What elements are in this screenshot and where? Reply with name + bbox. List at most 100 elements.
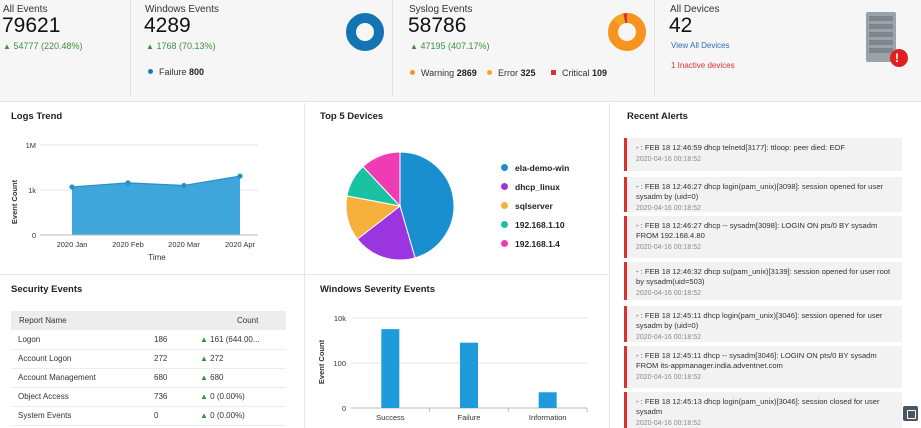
security-events-title: Security Events: [11, 284, 83, 295]
pie-slice: [362, 151, 401, 208]
all-events-change-text: 54777 (220.48%): [13, 41, 83, 51]
legend-value: 325: [520, 68, 536, 78]
legend-dot-icon: [501, 202, 508, 209]
all-events-change: ▲ 54777 (220.48%): [3, 41, 83, 51]
inactive-devices-link[interactable]: 1 Inactive devices: [671, 61, 735, 70]
syslog-legend-critical[interactable]: Critical 109: [551, 68, 607, 78]
divider: [654, 0, 655, 96]
syslog-events-donut[interactable]: [606, 11, 648, 53]
windows-legend-failure[interactable]: Failure 800: [148, 67, 204, 77]
alert-text: - : FEB 18 12:45:13 dhcp login(pam_unix)…: [636, 397, 880, 416]
bar: [381, 329, 400, 408]
y-tick-label: 100: [333, 359, 346, 368]
legend-item[interactable]: sqlserver: [501, 201, 601, 220]
alert-item[interactable]: - : FEB 18 12:45:11 dhcp -- sysadm[3046]…: [624, 346, 902, 388]
trend-up-icon: ▲: [410, 42, 418, 51]
legend-label: Warning: [421, 68, 455, 78]
legend-label: sqlserver: [515, 201, 553, 211]
table-row[interactable]: Account Logon 272 ▲ 272: [11, 349, 286, 369]
syslog-events-title: Syslog Events: [409, 4, 473, 15]
alert-item[interactable]: - : FEB 18 12:46:27 dhcp -- sysadm[3098]…: [624, 216, 902, 258]
syslog-legend-warning[interactable]: Warning 2869: [410, 68, 477, 78]
report-name-cell: Account Management: [11, 368, 146, 388]
windows-events-donut[interactable]: [344, 11, 386, 53]
logs-trend-chart[interactable]: Event Count Time 1M 1k 0 2020 Jan 2020 Feb 20…: [0, 130, 300, 270]
change-cell: ▲ 272: [192, 349, 286, 369]
alert-item[interactable]: - : FEB 18 12:46:27 dhcp login(pam_unix)…: [624, 177, 902, 212]
pie-slice: [399, 151, 455, 259]
donut-slice: [608, 13, 646, 51]
windows-events-change: ▲ 1768 (70.13%): [146, 41, 215, 51]
divider: [609, 103, 610, 428]
all-events-value[interactable]: 79621: [2, 14, 61, 37]
legend-label: Failure: [159, 67, 187, 77]
alert-text: - : FEB 18 12:45:11 dhcp -- sysadm[3046]…: [636, 351, 877, 370]
x-tick-label: 2020 Mar: [168, 240, 200, 249]
table-row[interactable]: Object Access 736 ▲ 0 (0.00%): [11, 387, 286, 407]
area-fill: [72, 176, 240, 235]
windows-severity-chart[interactable]: Event Count 10k 100 0 Success Failure Informa…: [305, 304, 605, 428]
legend-label: Error: [498, 68, 518, 78]
syslog-legend-error[interactable]: Error 325: [487, 68, 536, 78]
critical-square-icon: [551, 70, 556, 75]
alert-timestamp: 2020-04-16 00:18:52: [636, 420, 701, 427]
change-text: 680: [210, 373, 224, 382]
syslog-events-value[interactable]: 58786: [408, 14, 467, 37]
warning-dot-icon: [410, 70, 415, 75]
top-devices-legend: ela-demo-win dhcp_linux sqlserver 192.168.1…: [501, 163, 601, 258]
y-tick-label: 0: [32, 231, 36, 240]
divider: [130, 0, 131, 96]
change-text: 0 (0.00%): [210, 392, 245, 401]
legend-dot-icon: [501, 183, 508, 190]
view-all-devices-link[interactable]: View All Devices: [671, 41, 730, 50]
legend-item[interactable]: 192.168.1.10: [501, 220, 601, 239]
data-point: [69, 184, 75, 190]
x-axis-label: Time: [148, 253, 166, 262]
windows-events-title: Windows Events: [145, 4, 219, 15]
trend-up-icon: ▲: [200, 354, 208, 363]
x-tick-label: 2020 Apr: [225, 240, 256, 249]
series-line: [71, 175, 241, 188]
legend-label: dhcp_linux: [515, 182, 560, 192]
report-name-cell: System Events: [11, 406, 146, 426]
change-cell: ▲ 680: [192, 368, 286, 388]
legend-item[interactable]: ela-demo-win: [501, 163, 601, 182]
alert-timestamp: 2020-04-16 00:18:52: [636, 290, 701, 297]
y-tick-label: 1k: [28, 186, 36, 195]
all-events-title: All Events: [3, 4, 48, 15]
column-header-count[interactable]: Count: [146, 311, 286, 330]
alert-item[interactable]: - : FEB 18 12:46:59 dhcp telnetd[3177]: …: [624, 138, 902, 171]
data-point: [181, 182, 187, 189]
alert-item[interactable]: - : FEB 18 12:45:11 dhcp login(pam_unix)…: [624, 306, 902, 342]
table-row[interactable]: System Events 0 ▲ 0 (0.00%): [11, 406, 286, 426]
top-devices-title: Top 5 Devices: [320, 111, 384, 122]
alert-text: - : FEB 18 12:45:11 dhcp login(pam_unix)…: [636, 311, 883, 330]
alert-timestamp: 2020-04-16 00:18:52: [636, 205, 701, 212]
logs-trend-title: Logs Trend: [11, 111, 63, 122]
legend-label: 192.168.1.4: [515, 239, 560, 249]
legend-item[interactable]: dhcp_linux: [501, 182, 601, 201]
alert-item[interactable]: - : FEB 18 12:46:32 dhcp su(pam_unix)[31…: [624, 262, 902, 300]
windows-events-value[interactable]: 4289: [144, 14, 191, 37]
change-text: 161 (644.00...: [210, 334, 260, 344]
change-text: 0 (0.00%): [210, 411, 245, 420]
table-row[interactable]: Logon 186 ▲ 161 (644.00...: [11, 330, 286, 350]
table-row[interactable]: Account Management 680 ▲ 680: [11, 368, 286, 388]
legend-item[interactable]: 192.168.1.4: [501, 239, 601, 258]
legend-label: 192.168.1.10: [515, 220, 565, 230]
trend-up-icon: ▲: [146, 42, 154, 51]
divider: [392, 0, 393, 96]
expand-icon[interactable]: [903, 406, 918, 421]
count-cell: 272: [146, 349, 192, 369]
column-header-report-name[interactable]: Report Name: [11, 311, 146, 330]
count-cell: 736: [146, 387, 192, 407]
server-rack-icon: [866, 12, 908, 67]
syslog-events-change: ▲ 47195 (407.17%): [410, 41, 490, 51]
warning-icon: !: [895, 51, 899, 65]
syslog-events-change-text: 47195 (407.17%): [420, 41, 490, 51]
x-tick-label: Success: [376, 413, 405, 422]
pie-slice: [356, 205, 416, 261]
top-devices-pie[interactable]: [344, 150, 456, 262]
alert-item[interactable]: - : FEB 18 12:45:13 dhcp login(pam_unix)…: [624, 392, 902, 428]
all-devices-value[interactable]: 42: [669, 14, 693, 37]
